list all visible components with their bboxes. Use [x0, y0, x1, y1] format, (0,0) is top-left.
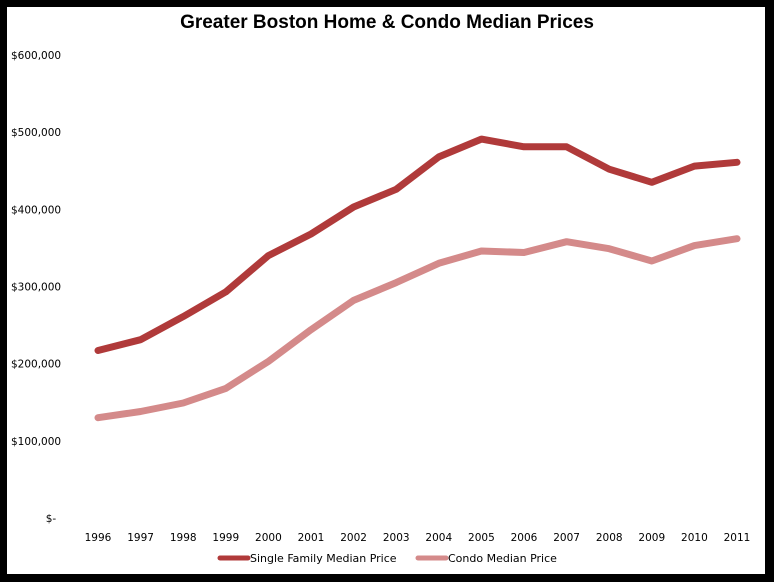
x-tick-label: 2010	[681, 532, 708, 544]
series-line-single-family-median-price	[94, 135, 741, 354]
chart-title: Greater Boston Home & Condo Median Price…	[180, 12, 594, 33]
x-axis: 1996 1997 1998 1999 2000 2001 2002 2003 2004 2005…	[85, 532, 751, 544]
x-tick-label: 2009	[638, 532, 665, 544]
y-tick-label: $500,000	[11, 127, 61, 139]
legend-label: Single Family Median Price	[250, 552, 397, 565]
y-tick-label: $200,000	[11, 359, 61, 371]
x-tick-label: 1997	[127, 532, 154, 544]
x-tick-label: 2011	[724, 532, 751, 544]
x-tick-label: 1996	[85, 532, 112, 544]
x-tick-label: 2008	[596, 532, 623, 544]
x-tick-label: 2002	[340, 532, 367, 544]
x-tick-label: 2005	[468, 532, 495, 544]
legend: Single Family Median Price Condo Median P…	[217, 552, 557, 565]
x-tick-label: 1999	[212, 532, 239, 544]
series-line-condo-median-price	[94, 235, 741, 422]
x-tick-label: 1998	[170, 532, 197, 544]
x-tick-label: 2004	[425, 532, 452, 544]
x-tick-label: 2001	[298, 532, 325, 544]
y-axis: $- $100,000 $200,000 $300,000 $400,000 $500,0…	[11, 50, 61, 525]
y-tick-label: $-	[46, 513, 57, 525]
series-lines	[94, 135, 741, 422]
x-tick-label: 2006	[511, 532, 538, 544]
x-tick-label: 2003	[383, 532, 410, 544]
y-tick-label: $300,000	[11, 282, 61, 294]
x-tick-label: 2000	[255, 532, 282, 544]
x-tick-label: 2007	[553, 532, 580, 544]
y-tick-label: $600,000	[11, 50, 61, 62]
y-tick-label: $100,000	[11, 436, 61, 448]
y-tick-label: $400,000	[11, 204, 61, 216]
legend-label: Condo Median Price	[448, 552, 557, 565]
